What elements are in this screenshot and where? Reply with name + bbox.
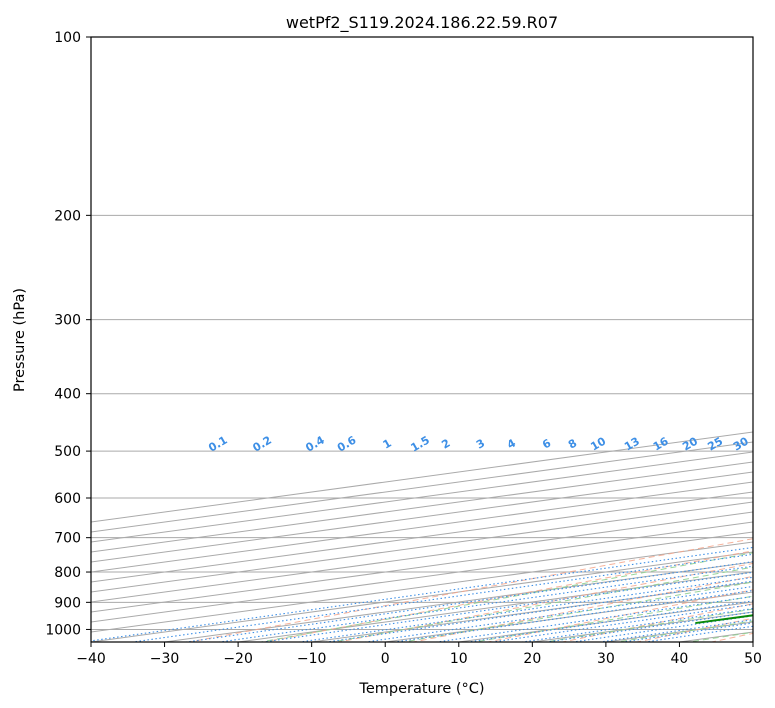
mixing-ratio-line (488, 603, 753, 642)
mixing-ratio-line (433, 595, 753, 642)
mixing-ratio-line (91, 546, 753, 642)
y-tick-label: 1000 (45, 622, 81, 638)
x-axis-ticks: −40 −30 −20 −10 0 10 20 30 40 50 (76, 642, 762, 667)
mixing-ratio-line (182, 561, 753, 642)
isotherm-line (381, 591, 753, 642)
mixing-ratio-line (518, 608, 753, 642)
dry-adiabat (261, 550, 753, 642)
isotherm-line (91, 531, 753, 623)
moist-adiabat (329, 566, 753, 642)
y-tick-label: 300 (54, 313, 81, 329)
plot-area: 0.10.20.40.611.52346810131620253036-100-… (91, 10, 775, 654)
x-tick-label: −20 (223, 651, 253, 667)
y-tick-label: 800 (54, 565, 81, 581)
isotherm-line (91, 481, 753, 573)
y-axis-label: Pressure (hPa) (12, 288, 28, 392)
y-tick-label: 100 (54, 30, 81, 46)
dry-adiabat (410, 575, 753, 642)
dry-adiabat (186, 538, 753, 642)
isotherm-line (91, 491, 753, 583)
x-tick-label: −10 (297, 651, 327, 667)
isotherm-line (91, 501, 753, 593)
isotherm-line (91, 461, 753, 553)
isotherm-line (91, 521, 753, 613)
y-axis-ticks: 100 200 300 400 500 600 700 800 900 1000 (45, 30, 91, 638)
mixing-ratio-line (129, 553, 753, 642)
mixing-ratio-line (464, 600, 753, 642)
mixing-ratio-label: 36 (753, 434, 773, 453)
y-tick-label: 200 (54, 208, 81, 224)
mixing-ratio-line (259, 571, 753, 642)
x-tick-label: 40 (671, 651, 689, 667)
temperature-profile-line (762, 37, 775, 623)
mixing-ratio-label: 6 (540, 436, 553, 451)
x-tick-label: 50 (744, 651, 762, 667)
mixing-ratio-line (542, 611, 753, 642)
mixing-ratio-line (569, 615, 753, 642)
x-tick-label: 10 (450, 651, 468, 667)
moist-adiabats (258, 552, 753, 642)
mixing-ratio-label: 2 (439, 437, 452, 452)
y-tick-label: 400 (54, 387, 81, 403)
isotherm-line (91, 471, 753, 563)
isotherm-line (602, 621, 753, 642)
y-tick-label: 700 (54, 531, 81, 547)
isotherm-line (91, 431, 753, 523)
moist-adiabat (400, 581, 753, 642)
x-tick-label: 20 (523, 651, 541, 667)
moist-adiabat (542, 608, 753, 642)
x-tick-label: 30 (597, 651, 615, 667)
isotherm-line (160, 561, 753, 642)
isotherm-line (91, 541, 753, 633)
isotherm-line (234, 571, 753, 642)
line-labels: 0.10.20.40.611.52346810131620253036-100-… (206, 433, 773, 454)
mixing-ratio-label: 4 (505, 436, 518, 451)
isotherm-line (91, 551, 753, 642)
chart-title: wetPf2_S119.2024.186.22.59.R07 (286, 13, 558, 33)
plot-frame (90, 36, 754, 643)
x-axis-label: Temperature (°C) (358, 681, 484, 697)
isobar-grid (91, 37, 753, 630)
x-tick-label: −40 (76, 651, 106, 667)
y-tick-label: 600 (54, 491, 81, 507)
y-tick-label: 900 (54, 595, 81, 611)
dewpoint-profile-line (695, 614, 753, 624)
y-tick-label: 500 (54, 444, 81, 460)
mixing-ratio-label: 8 (566, 437, 579, 452)
isotherm-line (91, 511, 753, 603)
moist-adiabat (685, 631, 753, 642)
isotherm-grid (91, 10, 775, 654)
mixing-ratio-label: 3 (474, 437, 487, 452)
isotherm-line (91, 441, 753, 533)
isotherm-line (749, 641, 753, 642)
moist-adiabat (258, 552, 753, 642)
x-tick-label: 0 (381, 651, 390, 667)
dry-adiabats (186, 538, 753, 642)
moist-adiabat (471, 595, 753, 642)
x-tick-label: −30 (150, 651, 180, 667)
mixing-ratio-label: 1 (381, 437, 394, 452)
isotherm-line (307, 581, 753, 642)
isotherm-line (675, 631, 753, 642)
isotherm-line (739, 10, 775, 654)
dry-adiabat (336, 562, 753, 642)
mixing-ratio-lines (91, 546, 753, 642)
isotherm-line (91, 451, 753, 543)
mixing-ratio-line (390, 589, 753, 642)
profile-series (695, 37, 775, 624)
